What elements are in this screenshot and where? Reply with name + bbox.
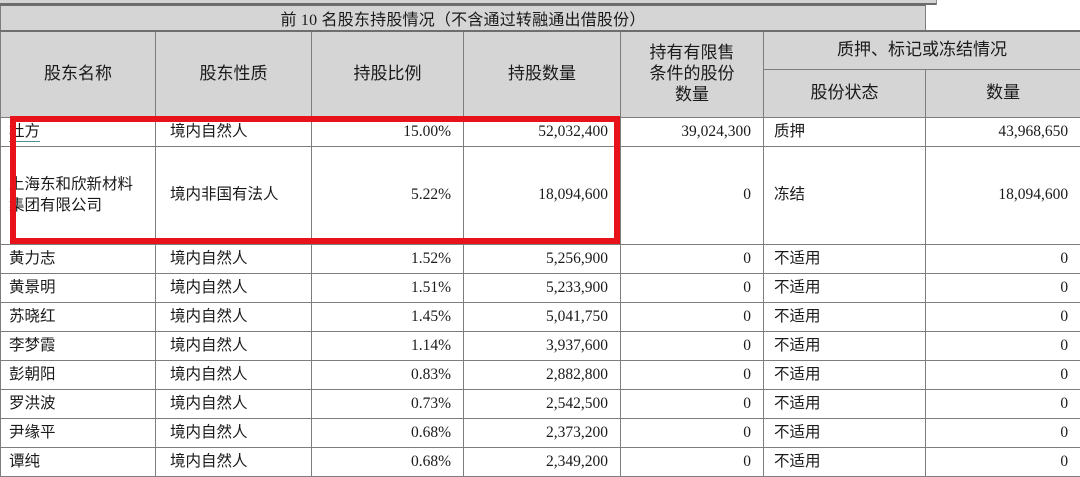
cell-holding-ratio: 5.22%	[312, 146, 464, 244]
cell-holding-quantity: 2,349,200	[464, 447, 621, 476]
shareholder-name-link[interactable]: 杜方	[9, 123, 40, 142]
cell-share-status: 不适用	[764, 273, 926, 302]
cell-holding-quantity: 5,233,900	[464, 273, 621, 302]
cell-restricted-shares: 0	[621, 146, 764, 244]
cell-restricted-shares: 0	[621, 389, 764, 418]
cell-share-status: 不适用	[764, 360, 926, 389]
cell-holding-ratio: 15.00%	[312, 117, 464, 146]
cell-restricted-shares: 0	[621, 244, 764, 273]
cell-share-status: 质押	[764, 117, 926, 146]
title-row-spacer	[926, 6, 1080, 32]
cell-shareholder-name: 谭纯	[1, 447, 156, 476]
cell-pledge-amount: 0	[926, 360, 1080, 389]
cell-shareholder-name: 罗洪波	[1, 389, 156, 418]
cell-holding-quantity: 52,032,400	[464, 117, 621, 146]
header-col-share-status: 股份状态	[764, 69, 926, 117]
cell-pledge-amount: 0	[926, 273, 1080, 302]
cell-restricted-shares: 0	[621, 302, 764, 331]
cell-holding-ratio: 1.45%	[312, 302, 464, 331]
cell-holding-quantity: 2,373,200	[464, 418, 621, 447]
header-restricted-line-3: 数量	[629, 85, 755, 106]
cell-share-status: 不适用	[764, 244, 926, 273]
cell-share-status: 冻结	[764, 146, 926, 244]
cell-pledge-amount: 0	[926, 302, 1080, 331]
header-col-holding-quantity: 持股数量	[464, 31, 621, 117]
cell-holding-quantity: 18,094,600	[464, 146, 621, 244]
cell-shareholder-name: 上海东和欣新材料集团有限公司	[1, 146, 156, 244]
cell-holding-ratio: 1.14%	[312, 331, 464, 360]
cell-pledge-amount: 43,968,650	[926, 117, 1080, 146]
cell-pledge-amount: 18,094,600	[926, 146, 1080, 244]
shareholders-table: 前 10 名股东持股情况（不含通过转融通出借股份） 股东名称 股东性质 持股比例…	[0, 5, 1080, 477]
cell-share-status: 不适用	[764, 302, 926, 331]
cell-shareholder-name: 李梦霞	[1, 331, 156, 360]
cell-pledge-amount: 0	[926, 244, 1080, 273]
cell-shareholder-name: 黄景明	[1, 273, 156, 302]
cell-shareholder-name: 黄力志	[1, 244, 156, 273]
cell-shareholder-name: 彭朝阳	[1, 360, 156, 389]
cell-shareholder-name: 苏晓红	[1, 302, 156, 331]
cell-holding-quantity: 2,882,800	[464, 360, 621, 389]
cell-shareholder-nature: 境内自然人	[156, 302, 312, 331]
cell-share-status: 不适用	[764, 389, 926, 418]
cell-restricted-shares: 0	[621, 273, 764, 302]
header-col-shareholder-name: 股东名称	[1, 31, 156, 117]
cell-shareholder-nature: 境内自然人	[156, 117, 312, 146]
header-col-pledge-amount: 数量	[926, 69, 1080, 117]
table-title: 前 10 名股东持股情况（不含通过转融通出借股份）	[1, 6, 926, 32]
cell-pledge-amount: 0	[926, 447, 1080, 476]
cell-shareholder-nature: 境内自然人	[156, 447, 312, 476]
cell-holding-ratio: 1.52%	[312, 244, 464, 273]
cell-restricted-shares: 0	[621, 360, 764, 389]
cell-shareholder-name: 尹缘平	[1, 418, 156, 447]
cell-share-status: 不适用	[764, 418, 926, 447]
cell-pledge-amount: 0	[926, 418, 1080, 447]
cell-shareholder-nature: 境内自然人	[156, 244, 312, 273]
cell-shareholder-nature: 境内非国有法人	[156, 146, 312, 244]
cell-shareholder-nature: 境内自然人	[156, 418, 312, 447]
cell-holding-ratio: 1.51%	[312, 273, 464, 302]
table-title-row: 前 10 名股东持股情况（不含通过转融通出借股份）	[1, 6, 1080, 32]
header-col-shareholder-nature: 股东性质	[156, 31, 312, 117]
cell-restricted-shares: 0	[621, 418, 764, 447]
cell-holding-ratio: 0.73%	[312, 389, 464, 418]
cell-pledge-amount: 0	[926, 331, 1080, 360]
cell-holding-quantity: 2,542,500	[464, 389, 621, 418]
cell-restricted-shares: 0	[621, 331, 764, 360]
cell-holding-quantity: 5,256,900	[464, 244, 621, 273]
cell-shareholder-nature: 境内自然人	[156, 389, 312, 418]
header-restricted-line-2: 条件的股份	[629, 64, 755, 85]
header-restricted-line-1: 持有有限售	[629, 43, 755, 64]
cell-holding-ratio: 0.68%	[312, 447, 464, 476]
cell-shareholder-name: 杜方	[1, 117, 156, 146]
cell-restricted-shares: 39,024,300	[621, 117, 764, 146]
cell-pledge-amount: 0	[926, 389, 1080, 418]
cell-holding-ratio: 0.68%	[312, 418, 464, 447]
cell-share-status: 不适用	[764, 331, 926, 360]
header-col-restricted-shares: 持有有限售 条件的股份 数量	[621, 31, 764, 117]
header-col-holding-ratio: 持股比例	[312, 31, 464, 117]
cell-holding-quantity: 5,041,750	[464, 302, 621, 331]
cell-shareholder-nature: 境内自然人	[156, 360, 312, 389]
cell-holding-quantity: 3,937,600	[464, 331, 621, 360]
header-group-pledge-mark-freeze: 质押、标记或冻结情况	[764, 31, 1080, 69]
cell-holding-ratio: 0.83%	[312, 360, 464, 389]
header-row-primary: 股东名称 股东性质 持股比例 持股数量 持有有限售 条件的股份 数量 质押、标记…	[1, 31, 1080, 69]
cell-share-status: 不适用	[764, 447, 926, 476]
cell-shareholder-nature: 境内自然人	[156, 331, 312, 360]
cell-shareholder-nature: 境内自然人	[156, 273, 312, 302]
cell-restricted-shares: 0	[621, 447, 764, 476]
